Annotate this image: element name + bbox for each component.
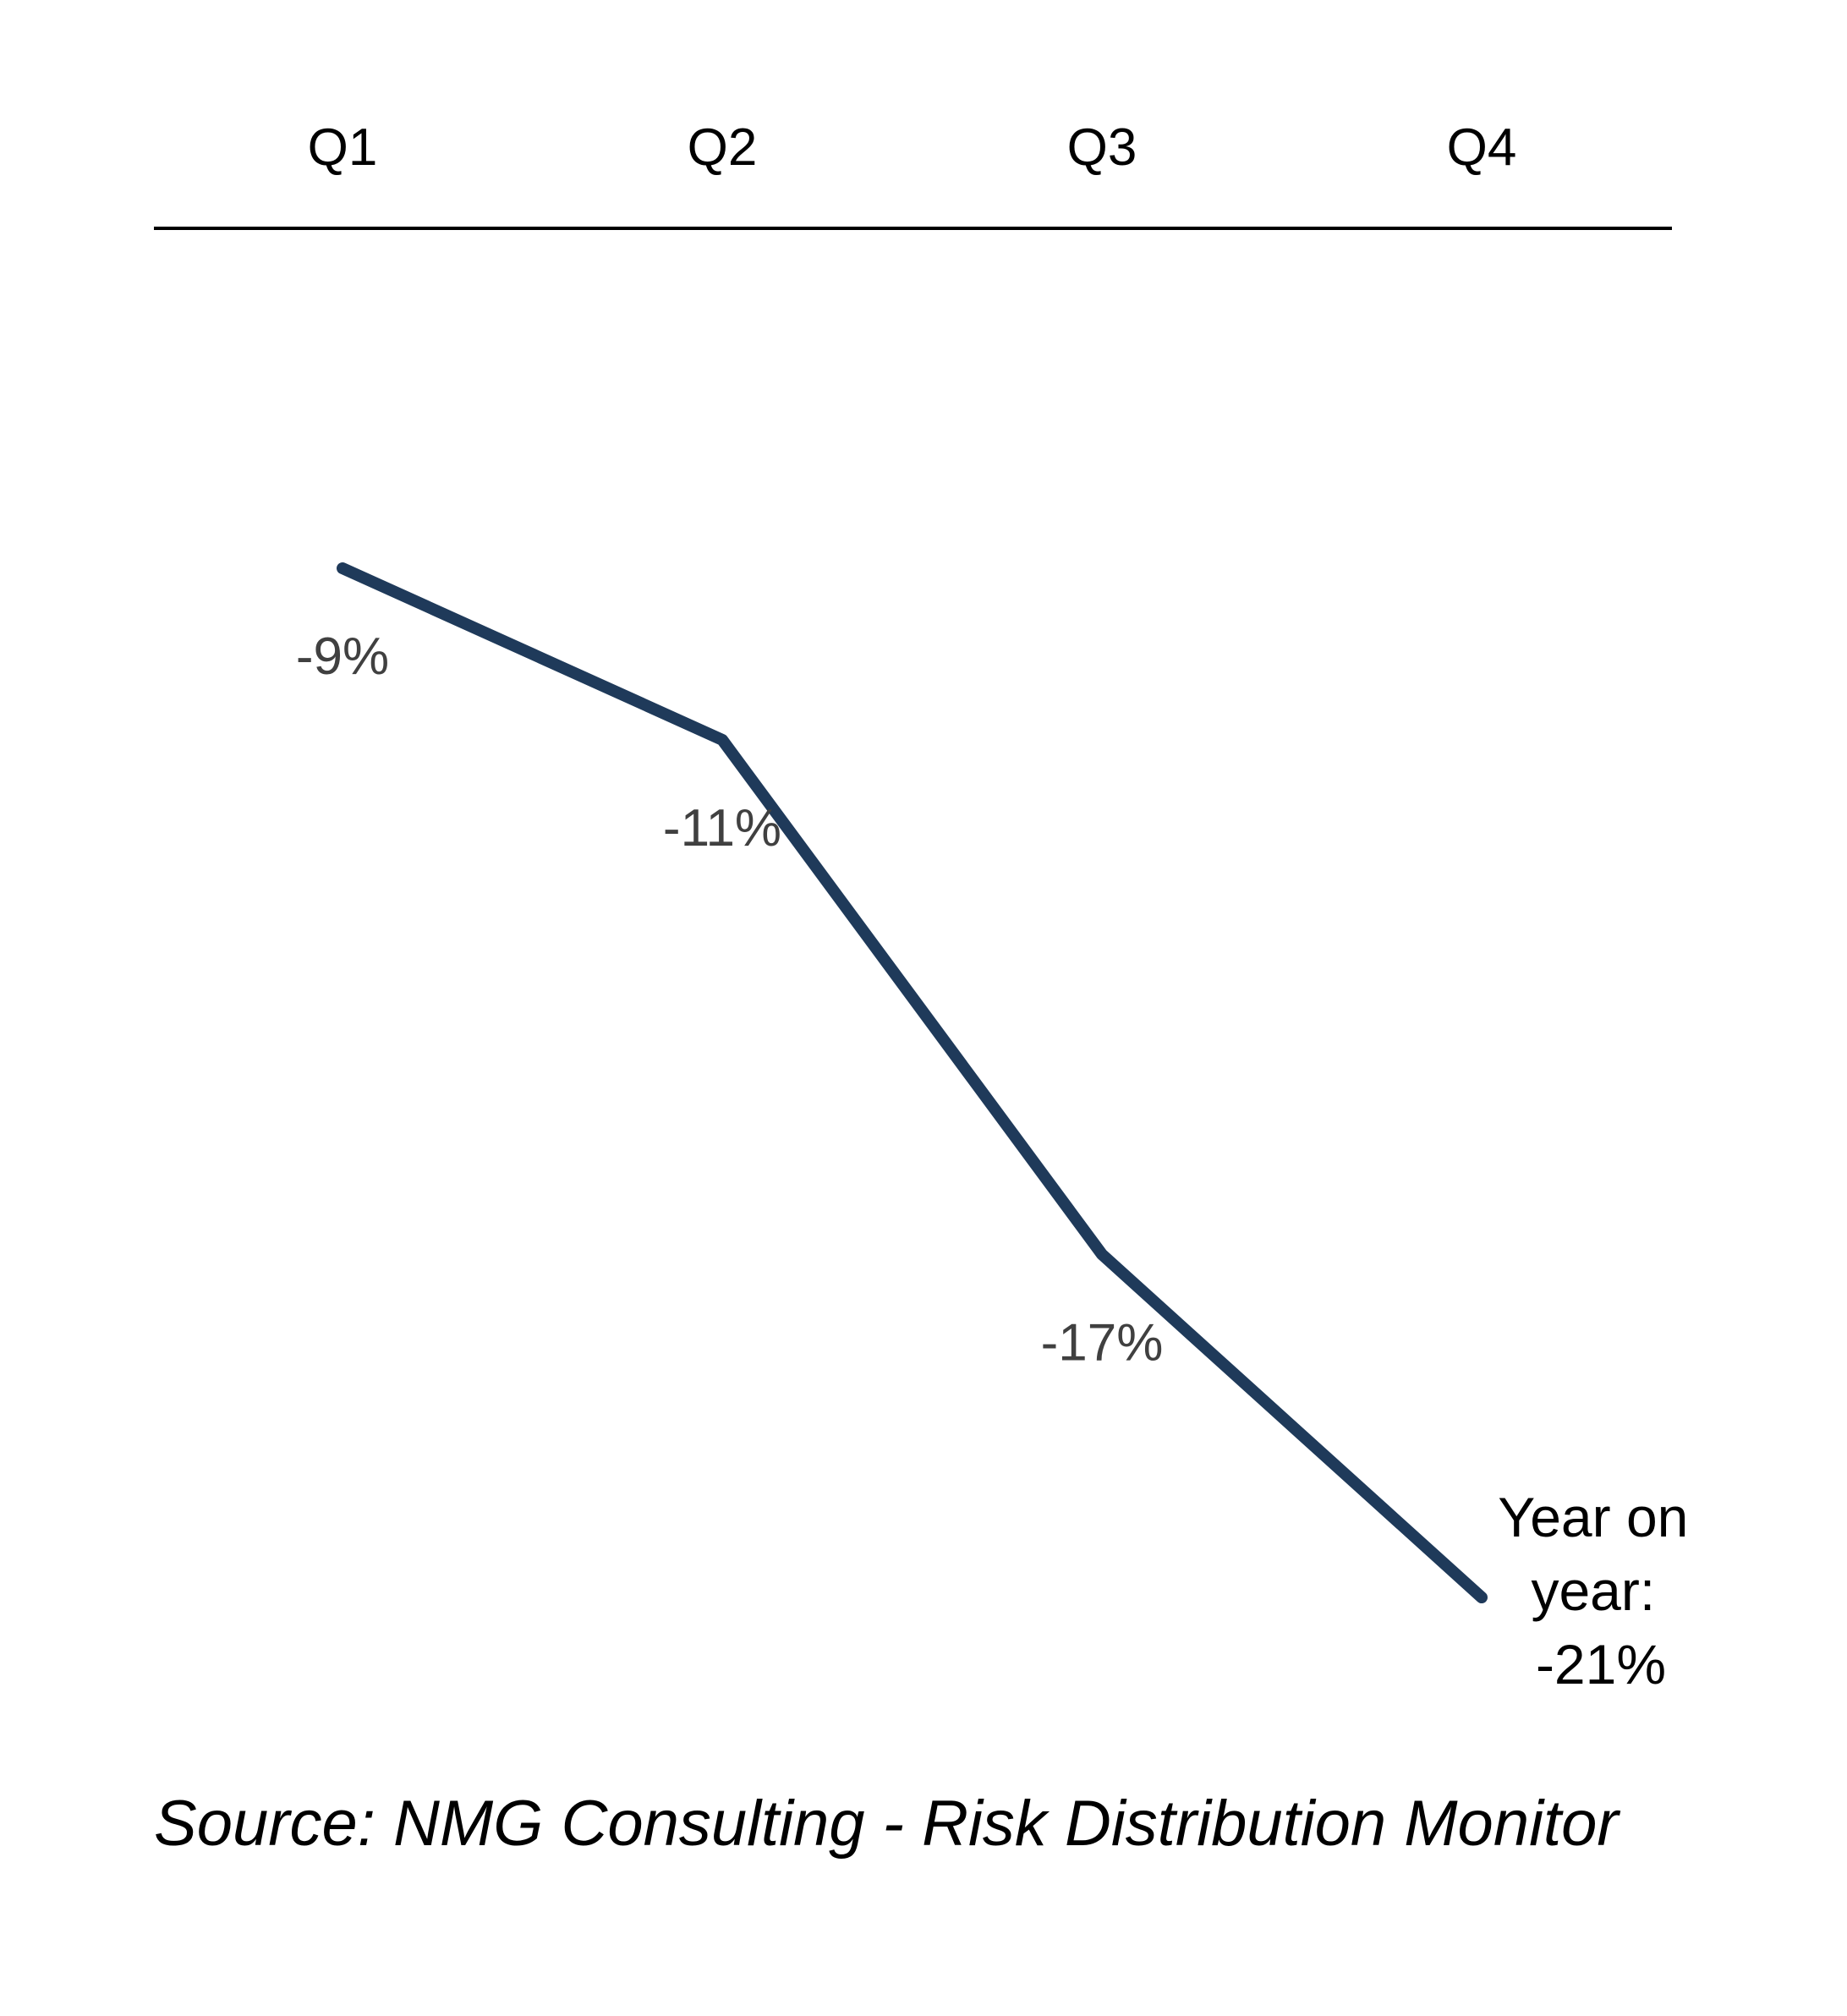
- series-line: [337, 562, 1488, 1603]
- year-on-year-annotation: Year on year: -21%: [1498, 1486, 1703, 1696]
- category-labels: Q1 Q2 Q3 Q4: [308, 118, 1517, 177]
- data-labels: -9% -11% -17%: [296, 627, 1164, 1372]
- category-label-q2: Q2: [688, 118, 758, 177]
- category-label-q3: Q3: [1067, 118, 1137, 177]
- annotation-line-3: -21%: [1536, 1633, 1666, 1696]
- data-label-q2: -11%: [663, 799, 781, 857]
- category-label-q1: Q1: [308, 118, 378, 177]
- data-label-q3: -17%: [1041, 1313, 1164, 1372]
- source-caption: Source: NMG Consulting - Risk Distributi…: [154, 1788, 1620, 1860]
- annotation-line-2: year:: [1531, 1559, 1655, 1622]
- category-label-q4: Q4: [1447, 118, 1517, 177]
- data-label-q1: -9%: [296, 627, 389, 686]
- annotation-line-1: Year on: [1498, 1486, 1688, 1548]
